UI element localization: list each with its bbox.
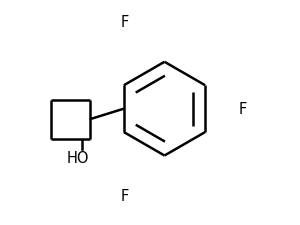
Text: F: F xyxy=(120,188,128,203)
Text: F: F xyxy=(238,102,247,117)
Text: F: F xyxy=(120,15,128,30)
Text: HO: HO xyxy=(66,151,89,166)
